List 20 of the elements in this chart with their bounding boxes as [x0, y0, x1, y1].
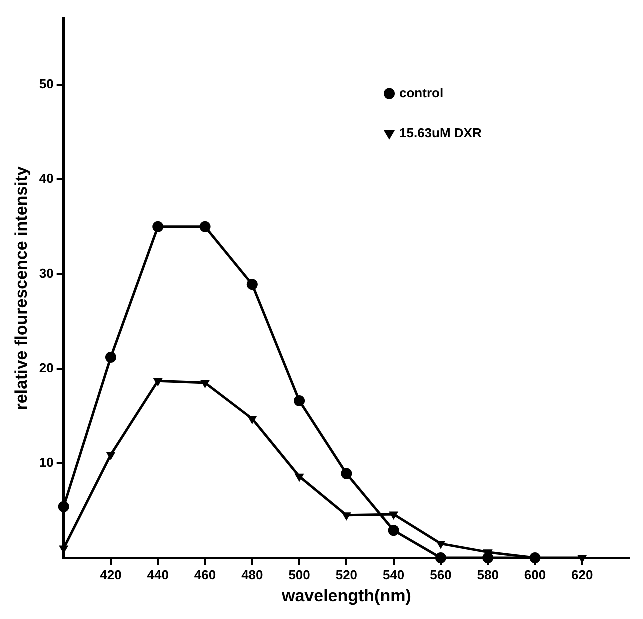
legend-label: control — [400, 85, 444, 100]
x-tick-label: 460 — [194, 567, 216, 582]
y-tick-label: 50 — [39, 76, 54, 92]
y-tick-label: 20 — [39, 360, 54, 376]
x-tick-label: 520 — [336, 567, 358, 582]
x-axis-title: wavelength(nm) — [280, 586, 412, 606]
y-tick-label: 40 — [39, 171, 54, 186]
x-tick-label: 600 — [524, 567, 546, 582]
x-tick-label: 420 — [100, 567, 122, 582]
legend-label: 15.63uM DXR — [400, 125, 482, 140]
y-tick-label: 10 — [39, 454, 54, 470]
x-tick-label: 560 — [430, 567, 452, 582]
y-tick-label: 30 — [39, 266, 54, 281]
y-axis-title: relative flourescence intensity — [12, 166, 31, 410]
x-tick-label: 480 — [242, 567, 264, 582]
x-tick-label: 540 — [382, 567, 405, 582]
x-tick-label: 500 — [288, 567, 310, 582]
x-tick-label: 440 — [147, 567, 169, 582]
x-tick-label: 620 — [572, 567, 594, 582]
x-tick-label: 580 — [477, 567, 499, 582]
